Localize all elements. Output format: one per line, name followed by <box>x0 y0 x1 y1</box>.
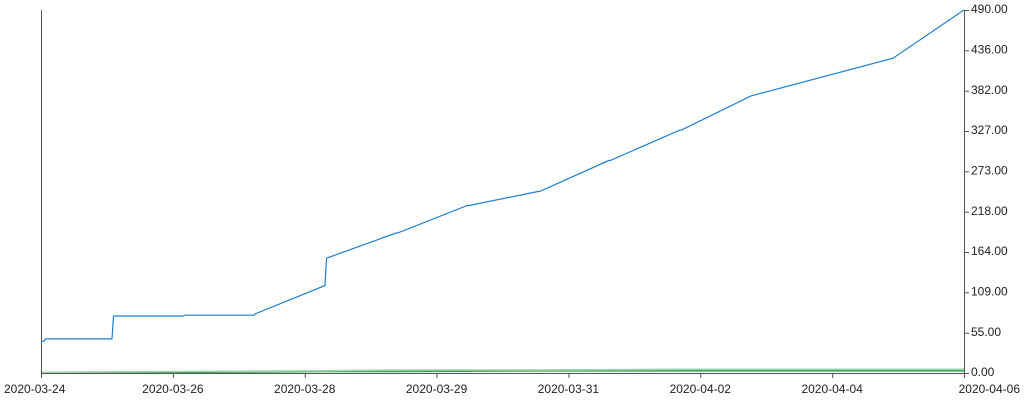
series-1-line <box>41 9 965 342</box>
y-tick-label: 490.00 <box>971 2 1008 16</box>
y-tick-label: 327.00 <box>971 123 1008 137</box>
y-tick-label: 0.00 <box>971 365 995 379</box>
x-tick-label: 2020-03-24 <box>4 382 66 396</box>
x-tick-label: 2020-03-31 <box>538 382 600 396</box>
y-tick-label: 436.00 <box>971 43 1008 57</box>
series-layer <box>40 9 965 374</box>
x-tick-label: 2020-04-02 <box>670 382 732 396</box>
x-tick-label: 2020-04-04 <box>801 382 863 396</box>
x-tick-label: 2020-03-26 <box>142 382 204 396</box>
y-tick-label: 382.00 <box>971 83 1008 97</box>
x-axis-ticks: 2020-03-24 2020-03-26 2020-03-28 2020-03-29… <box>4 373 1020 396</box>
x-tick-label: 2020-03-28 <box>274 382 336 396</box>
x-tick-label: 2020-04-06 <box>959 382 1021 396</box>
y-tick-label: 55.00 <box>971 325 1001 339</box>
y-tick-label: 218.00 <box>971 204 1008 218</box>
y-axis-ticks: 0.00 55.00 109.00 164.00 218.00 273.00 327.00 3… <box>964 2 1008 379</box>
y-tick-label: 273.00 <box>971 164 1008 178</box>
y-tick-label: 109.00 <box>971 285 1008 299</box>
x-tick-label: 2020-03-29 <box>406 382 468 396</box>
series-3-line <box>40 368 964 374</box>
y-tick-label: 164.00 <box>971 244 1008 258</box>
